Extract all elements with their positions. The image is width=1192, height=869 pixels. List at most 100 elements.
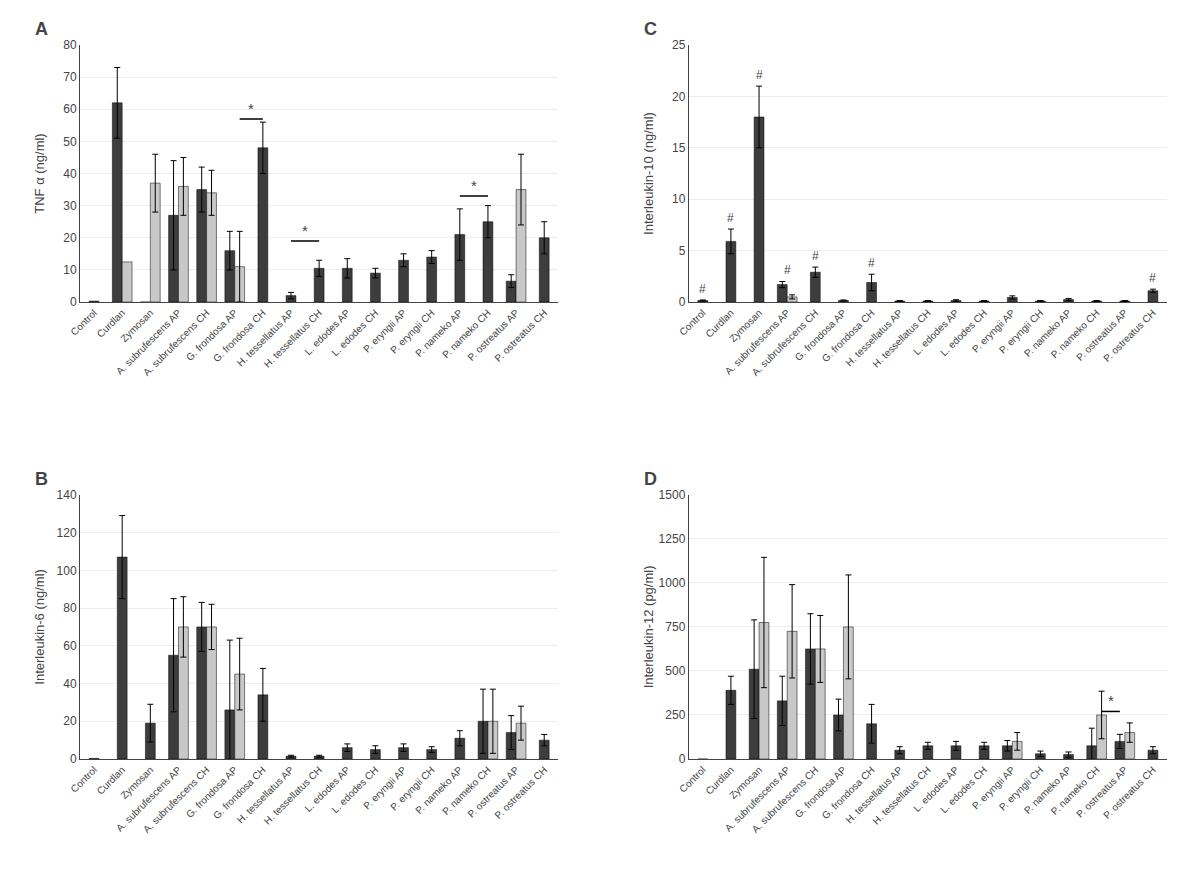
svg-text:120: 120	[57, 526, 77, 540]
svg-text:A. subrufescens CH: A. subrufescens CH	[750, 764, 821, 835]
svg-text:10: 10	[672, 192, 686, 206]
svg-text:A. subrufescens AP: A. subrufescens AP	[723, 764, 793, 834]
svg-text:100: 100	[57, 564, 77, 578]
svg-text:H. tessellatus CH: H. tessellatus CH	[262, 307, 324, 369]
svg-text:Curdlan: Curdlan	[703, 307, 736, 340]
svg-text:0: 0	[70, 295, 77, 309]
svg-text:H. tessellatus AP: H. tessellatus AP	[843, 764, 904, 825]
svg-text:0: 0	[679, 752, 686, 766]
svg-text:#: #	[812, 249, 819, 263]
svg-text:P. ostreatus CH: P. ostreatus CH	[492, 764, 549, 821]
svg-text:A. subrufescens CH: A. subrufescens CH	[141, 307, 212, 378]
svg-text:G. frondosa CH: G. frondosa CH	[820, 764, 877, 821]
svg-text:P. nameko CH: P. nameko CH	[440, 764, 493, 817]
svg-text:P. ostreatus AP: P. ostreatus AP	[1074, 307, 1130, 363]
svg-text:D: D	[644, 469, 657, 489]
svg-text:L. edodes CH: L. edodes CH	[329, 307, 380, 358]
svg-text:#: #	[756, 68, 763, 82]
svg-text:0: 0	[70, 752, 77, 766]
svg-text:Control: Control	[677, 307, 708, 338]
svg-text:Control: Control	[68, 764, 99, 795]
svg-text:10: 10	[63, 263, 77, 277]
svg-text:Zymosan: Zymosan	[118, 307, 155, 344]
svg-text:C: C	[644, 19, 657, 39]
svg-text:1500: 1500	[659, 488, 686, 502]
svg-text:G. frondosa CH: G. frondosa CH	[211, 307, 268, 364]
svg-text:#: #	[868, 256, 875, 270]
svg-text:20: 20	[672, 90, 686, 104]
svg-text:P. ostreatus CH: P. ostreatus CH	[1101, 764, 1158, 821]
svg-text:20: 20	[63, 231, 77, 245]
svg-text:P. nameko CH: P. nameko CH	[1049, 764, 1102, 817]
svg-text:P. ostreatus AP: P. ostreatus AP	[1074, 764, 1130, 820]
svg-text:L. edodes AP: L. edodes AP	[911, 307, 961, 357]
svg-text:P. nameko CH: P. nameko CH	[1049, 307, 1102, 360]
svg-text:60: 60	[63, 639, 77, 653]
svg-text:P. eryngii CH: P. eryngii CH	[997, 764, 1046, 813]
svg-text:750: 750	[665, 620, 685, 634]
svg-text:TNF α (ng/ml): TNF α (ng/ml)	[32, 133, 47, 213]
svg-text:15: 15	[672, 141, 686, 155]
svg-text:30: 30	[63, 199, 77, 213]
svg-text:Zymosan: Zymosan	[727, 307, 764, 344]
svg-text:A: A	[35, 19, 48, 39]
svg-text:P. nameko AP: P. nameko AP	[413, 307, 465, 359]
svg-text:Zymosan: Zymosan	[727, 764, 764, 801]
svg-text:40: 40	[63, 167, 77, 181]
svg-text:L. edodes CH: L. edodes CH	[329, 764, 380, 815]
svg-text:A. subrufescens AP: A. subrufescens AP	[114, 764, 184, 834]
svg-text:#: #	[784, 263, 791, 277]
svg-text:G. frondosa CH: G. frondosa CH	[820, 307, 877, 364]
svg-text:P. ostreatus CH: P. ostreatus CH	[1101, 307, 1158, 364]
svg-text:B: B	[35, 469, 48, 489]
svg-text:20: 20	[63, 714, 77, 728]
svg-text:500: 500	[665, 664, 685, 678]
svg-text:G. frondosa AP: G. frondosa AP	[793, 764, 849, 820]
svg-text:P. eryngii AP: P. eryngii AP	[970, 307, 1018, 355]
svg-text:Curdlan: Curdlan	[95, 307, 128, 340]
svg-text:A. subrufescens CH: A. subrufescens CH	[141, 764, 212, 835]
svg-text:50: 50	[63, 135, 77, 149]
svg-text:5: 5	[679, 244, 686, 258]
svg-text:80: 80	[63, 601, 77, 615]
svg-text:P. eryngii AP: P. eryngii AP	[361, 764, 409, 812]
svg-text:40: 40	[63, 677, 77, 691]
svg-text:P. nameko CH: P. nameko CH	[440, 307, 493, 360]
svg-text:L. edodes CH: L. edodes CH	[938, 764, 989, 815]
svg-text:Control: Control	[68, 307, 99, 338]
svg-text:H. tessellatus AP: H. tessellatus AP	[235, 764, 296, 825]
svg-text:*: *	[471, 177, 477, 194]
svg-text:P. ostreatus CH: P. ostreatus CH	[492, 307, 549, 364]
svg-text:Zymosan: Zymosan	[118, 764, 155, 801]
svg-text:G. frondosa AP: G. frondosa AP	[184, 307, 240, 363]
svg-text:70: 70	[63, 70, 77, 84]
svg-text:P. eryngii AP: P. eryngii AP	[970, 764, 1018, 812]
svg-text:0: 0	[679, 295, 686, 309]
svg-text:P. eryngii CH: P. eryngii CH	[997, 307, 1046, 356]
svg-text:A. subrufescens CH: A. subrufescens CH	[750, 307, 821, 378]
svg-text:Interleukin-12 (pg/ml): Interleukin-12 (pg/ml)	[641, 565, 656, 688]
svg-text:P. eryngii AP: P. eryngii AP	[361, 307, 409, 355]
svg-text:140: 140	[57, 488, 77, 502]
svg-text:G. frondosa AP: G. frondosa AP	[793, 307, 849, 363]
svg-text:P. nameko AP: P. nameko AP	[1022, 307, 1074, 359]
svg-text:P. nameko AP: P. nameko AP	[413, 764, 465, 816]
svg-text:60: 60	[63, 102, 77, 116]
svg-text:Curdlan: Curdlan	[95, 764, 128, 797]
svg-text:P. eryngii CH: P. eryngii CH	[388, 307, 437, 356]
svg-text:L. edodes CH: L. edodes CH	[938, 307, 989, 358]
svg-text:G. frondosa CH: G. frondosa CH	[211, 764, 268, 821]
svg-text:H. tessellatus CH: H. tessellatus CH	[870, 307, 932, 369]
svg-text:1000: 1000	[659, 576, 686, 590]
svg-text:A. subrufescens AP: A. subrufescens AP	[114, 307, 184, 377]
svg-text:80: 80	[63, 38, 77, 52]
svg-text:P. eryngii CH: P. eryngii CH	[388, 764, 437, 813]
svg-text:P. nameko AP: P. nameko AP	[1022, 764, 1074, 816]
svg-text:*: *	[248, 100, 254, 117]
svg-text:Interleukin-6 (ng/ml): Interleukin-6 (ng/ml)	[32, 569, 47, 685]
svg-text:1250: 1250	[659, 532, 686, 546]
svg-text:P. ostreatus AP: P. ostreatus AP	[465, 764, 521, 820]
svg-text:L. edodes AP: L. edodes AP	[302, 764, 352, 814]
svg-text:P. ostreatus AP: P. ostreatus AP	[465, 307, 521, 363]
svg-text:Control: Control	[677, 764, 708, 795]
